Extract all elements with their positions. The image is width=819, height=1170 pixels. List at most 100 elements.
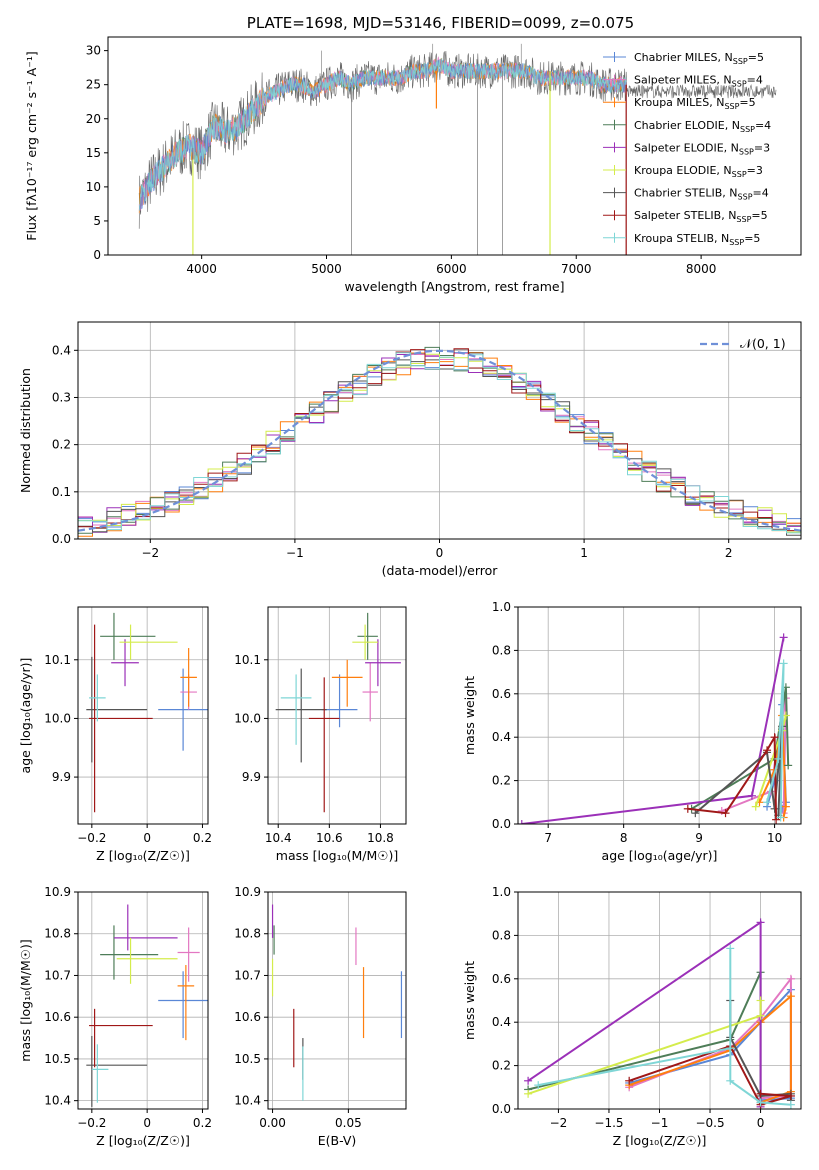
axes-frame xyxy=(77,321,802,540)
y-tick-label: 10.9 xyxy=(234,885,261,899)
legend-label-tail: =3 xyxy=(747,164,763,177)
legend-label: Chabrier ELODIE, NSSP=4 xyxy=(634,119,771,134)
y-tick-label: 0.2 xyxy=(492,1059,511,1073)
y-axis-label: mass weight xyxy=(462,676,477,755)
x-tick-label: 0 xyxy=(143,831,151,845)
plot-area xyxy=(275,612,401,813)
legend-label-text: Chabrier MILES, N xyxy=(634,51,733,64)
x-tick-label: −2 xyxy=(141,546,159,560)
legend-label-text: Chabrier ELODIE, N xyxy=(634,119,740,132)
legend-label-text: Chabrier STELIB, N xyxy=(634,187,738,200)
y-tick-label: 10.9 xyxy=(44,885,71,899)
legend-label: Kroupa ELODIE, NSSP=3 xyxy=(634,164,763,179)
y-tick-label: 10.7 xyxy=(234,968,261,982)
residual-histogram-panel: −2 −1 0 1 2 0.0 0.1 0.2 0.3 0.4 (data-model)/error… xyxy=(18,321,802,578)
plot-area xyxy=(271,904,403,1101)
legend-label-text: Kroupa ELODIE, N xyxy=(634,164,732,177)
legend-label: Chabrier STELIB, NSSP=4 xyxy=(634,187,769,202)
x-axis-label: (data-model)/error xyxy=(382,563,499,578)
y-axis-label: mass weight xyxy=(462,961,477,1040)
y-tick-label: 0.1 xyxy=(52,485,71,499)
y-tick-label: 10.6 xyxy=(234,1010,261,1024)
axes-frame xyxy=(517,891,802,1110)
x-tick-label: −2 xyxy=(550,1116,568,1130)
age-vs-metallicity-panel: −0.2 0 0.2 9.9 10.0 10.1 Z [log₁₀(Z/Z☉)] age [l… xyxy=(18,606,212,863)
y-tick-label: 25 xyxy=(86,78,101,92)
x-tick-label: 5000 xyxy=(311,262,342,276)
legend-label-sub: SSP xyxy=(729,238,744,247)
x-tick-label: 0.00 xyxy=(259,1116,286,1130)
legend-label-tail: =5 xyxy=(739,96,755,109)
legend-label: 𝒩(0, 1) xyxy=(740,336,786,351)
legend-label-sub: SSP xyxy=(733,57,748,66)
y-tick-label: 1.0 xyxy=(492,600,511,614)
x-tick-label: 10.4 xyxy=(265,831,292,845)
mass-vs-metallicity-panel: −0.2 0 0.2 10.4 10.5 10.6 10.7 10.8 10.9 Z [log₁₀… xyxy=(18,885,212,1148)
y-tick-label: 30 xyxy=(86,44,101,58)
legend-label: Salpeter STELIB, NSSP=5 xyxy=(634,209,768,224)
plot-area xyxy=(524,918,795,1109)
y-tick-label: 0.6 xyxy=(492,972,511,986)
spectrum-line-kroupa-stelib xyxy=(138,57,627,211)
x-tick-label: 0 xyxy=(143,1116,151,1130)
legend-label: Kroupa STELIB, NSSP=5 xyxy=(634,232,760,247)
y-tick-label: 0.0 xyxy=(492,1102,511,1116)
legend-label-sub: SSP xyxy=(740,125,755,134)
y-tick-label: 0.8 xyxy=(492,643,511,657)
y-tick-label: 10.1 xyxy=(234,653,261,667)
x-tick-label: 10 xyxy=(767,831,782,845)
legend-label-sub: SSP xyxy=(739,147,754,156)
spectrum-line-chabrier-stelib xyxy=(138,50,777,229)
x-tick-label: 0.2 xyxy=(193,1116,212,1130)
y-tick-label: 10.8 xyxy=(234,927,261,941)
axes-frame xyxy=(267,891,407,1110)
x-axis-label: Z [log₁₀(Z/Z☉)] xyxy=(96,848,190,863)
legend-label-text: Salpeter ELODIE, N xyxy=(634,141,739,154)
x-tick-label: −1 xyxy=(286,546,304,560)
x-tick-label: 8 xyxy=(620,831,628,845)
legend-label-sub: SSP xyxy=(732,80,747,89)
legend-label-text: Kroupa MILES, N xyxy=(634,96,724,109)
y-tick-label: 10.5 xyxy=(44,1052,71,1066)
y-tick-label: 20 xyxy=(86,112,101,126)
y-axis-label: Flux [fλ10⁻¹⁷ erg cm⁻² s⁻¹ A⁻¹] xyxy=(24,51,39,240)
y-tick-label: 10.0 xyxy=(234,711,261,725)
y-tick-label: 10.0 xyxy=(44,711,71,725)
y-tick-label: 0.4 xyxy=(52,343,71,357)
axes-frame xyxy=(77,891,209,1110)
x-tick-label: 7 xyxy=(544,831,552,845)
weight-vs-metallicity-panel: −2 −1.5 −1 −0.5 0 0.0 0.2 0.4 0.6 0.8 1.0 Z [log₁₀(… xyxy=(462,885,802,1148)
y-tick-label: 1.0 xyxy=(492,885,511,899)
age-vs-mass-panel: 10.4 10.6 10.8 9.9 10.0 10.1 mass [log₁₀(M/M☉)… xyxy=(234,606,407,863)
chart-title: PLATE=1698, MJD=53146, FIBERID=0099, z=0… xyxy=(247,14,634,32)
legend-label: Chabrier MILES, NSSP=5 xyxy=(634,51,764,66)
legend-label-tail: =5 xyxy=(744,232,760,245)
legend-label: Salpeter MILES, NSSP=4 xyxy=(634,74,763,89)
weight-line-kroupa-stelib xyxy=(766,663,785,818)
x-tick-label: 0 xyxy=(436,546,444,560)
plot-area xyxy=(78,346,801,537)
y-tick-label: 10.7 xyxy=(44,968,71,982)
legend-label-tail: =4 xyxy=(753,187,769,200)
y-tick-label: 9.9 xyxy=(242,770,261,784)
axes-frame xyxy=(517,606,802,825)
y-tick-label: 10.8 xyxy=(44,927,71,941)
y-tick-label: 0.2 xyxy=(52,438,71,452)
y-tick-label: 0.4 xyxy=(492,1015,511,1029)
y-tick-label: 10.6 xyxy=(44,1010,71,1024)
y-tick-label: 0.3 xyxy=(52,390,71,404)
y-axis-label: age [log₁₀(age/yr)] xyxy=(18,658,33,774)
x-axis-label: E(B-V) xyxy=(318,1133,357,1148)
y-tick-label: 0.0 xyxy=(492,817,511,831)
normal-distribution-curve xyxy=(78,349,801,532)
y-tick-label: 0.4 xyxy=(492,730,511,744)
x-tick-label: −0.5 xyxy=(695,1116,724,1130)
y-axis-label: mass [log₁₀(M/M☉)] xyxy=(18,939,33,1061)
legend-label-sub: SSP xyxy=(738,193,753,202)
legend-label-sub: SSP xyxy=(736,215,751,224)
weight-vs-age-panel: 7 8 9 10 0.0 0.2 0.4 0.6 0.8 1.0 age [log₁₀(age/yr… xyxy=(462,600,802,863)
legend-label-tail: =4 xyxy=(747,74,763,87)
legend-label-tail: =5 xyxy=(748,51,764,64)
x-axis-label: mass [log₁₀(M/M☉)] xyxy=(276,848,398,863)
